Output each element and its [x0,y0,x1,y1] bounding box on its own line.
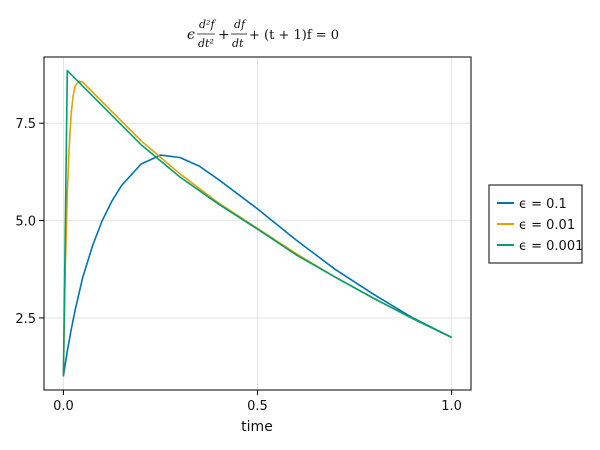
x-tick-label: 0.0 [53,399,74,414]
legend-label-1: ϵ = 0.1 [519,197,567,212]
grid [44,57,471,390]
title-plus: + [218,27,230,43]
x-axis-label: time [241,419,273,435]
title-epsilon: ϵ [187,27,195,43]
title-frac1-denominator: dt² [198,37,214,50]
title-frac1-numerator: d²f [199,18,216,31]
legend: ϵ = 0.1 ϵ = 0.01 ϵ = 0.001 [488,184,583,264]
title-frac2-denominator: dt [232,37,244,50]
plot-area: 0.0 0.5 1.0 2.5 5.0 7.5 [15,56,472,414]
legend-items: ϵ = 0.1 ϵ = 0.01 ϵ = 0.001 [497,197,583,254]
y-tick-label: 7.5 [15,117,36,132]
series-line-3 [62,69,452,377]
x-tick-label: 0.5 [247,399,268,414]
y-axis-ticks: 2.5 5.0 7.5 [15,117,44,327]
legend-label-2: ϵ = 0.01 [519,218,575,233]
chart-title: ϵ d²f dt² + df dt + (t + 1)f = 0 [187,18,339,50]
y-tick-label: 2.5 [15,312,36,327]
title-frac2-numerator: df [234,18,247,31]
x-axis-ticks: 0.0 0.5 1.0 [53,390,462,414]
x-tick-label: 1.0 [441,399,462,414]
title-rest: + (t + 1)f = 0 [249,28,339,43]
legend-label-3: ϵ = 0.001 [519,239,583,254]
series-lines [62,69,452,377]
series-line-1 [62,154,452,377]
y-tick-label: 5.0 [15,215,36,230]
